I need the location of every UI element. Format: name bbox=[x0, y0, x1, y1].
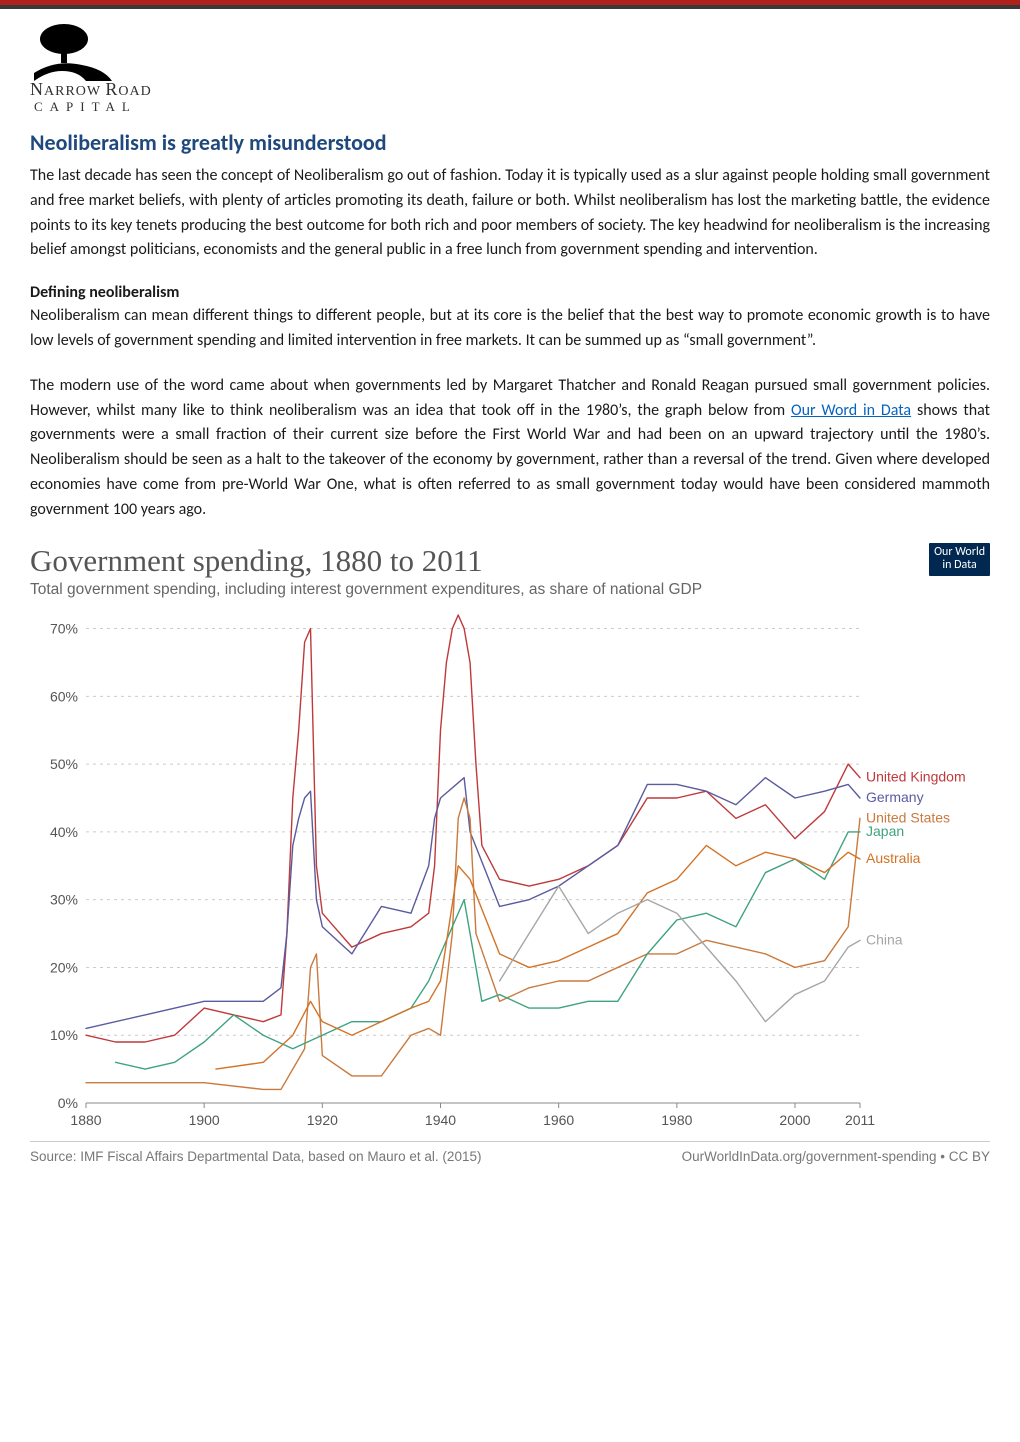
logo-text-line2: CAPITAL bbox=[34, 99, 137, 115]
svg-text:70%: 70% bbox=[50, 620, 78, 636]
page-content: NARROW ROAD CAPITAL Neoliberalism is gre… bbox=[0, 9, 1020, 1194]
chart-source: Source: IMF Fiscal Affairs Departmental … bbox=[30, 1149, 481, 1164]
svg-text:60%: 60% bbox=[50, 688, 78, 704]
logo-tree-icon bbox=[34, 23, 112, 81]
svg-text:50%: 50% bbox=[50, 756, 78, 772]
svg-text:10%: 10% bbox=[50, 1027, 78, 1043]
svg-text:1920: 1920 bbox=[307, 1112, 338, 1128]
paragraph-1: The last decade has seen the concept of … bbox=[30, 164, 990, 263]
chart-subtitle: Total government spending, including int… bbox=[30, 581, 990, 599]
svg-text:Japan: Japan bbox=[866, 822, 904, 838]
chart-container: Government spending, 1880 to 2011 Our Wo… bbox=[30, 543, 990, 1164]
svg-text:40%: 40% bbox=[50, 823, 78, 839]
svg-text:30%: 30% bbox=[50, 891, 78, 907]
chart-attribution: OurWorldInData.org/government-spending •… bbox=[682, 1149, 990, 1164]
chart-title: Government spending, 1880 to 2011 bbox=[30, 543, 483, 579]
svg-text:Australia: Australia bbox=[866, 850, 921, 866]
top-accent-bar bbox=[0, 0, 1020, 9]
paragraph-3: The modern use of the word came about wh… bbox=[30, 374, 990, 523]
owid-link[interactable]: Our Word in Data bbox=[791, 401, 911, 420]
logo: NARROW ROAD CAPITAL bbox=[30, 23, 990, 115]
svg-text:1940: 1940 bbox=[425, 1112, 456, 1128]
svg-text:1980: 1980 bbox=[661, 1112, 692, 1128]
subheading: Defining neoliberalism bbox=[30, 283, 990, 302]
svg-text:0%: 0% bbox=[58, 1095, 78, 1111]
svg-text:2011: 2011 bbox=[845, 1112, 875, 1128]
paragraph-2: Neoliberalism can mean different things … bbox=[30, 304, 990, 354]
svg-text:Germany: Germany bbox=[866, 789, 924, 805]
article-title: Neoliberalism is greatly misunderstood bbox=[30, 129, 990, 156]
logo-text-line1: NARROW ROAD bbox=[30, 79, 152, 100]
owid-badge: Our Worldin Data bbox=[929, 543, 990, 577]
svg-text:2000: 2000 bbox=[779, 1112, 810, 1128]
svg-text:1880: 1880 bbox=[70, 1112, 101, 1128]
svg-text:China: China bbox=[866, 931, 903, 947]
svg-text:United Kingdom: United Kingdom bbox=[866, 768, 966, 784]
svg-text:1900: 1900 bbox=[189, 1112, 220, 1128]
chart-svg: 0% 10% 20% 30% 40% 50% 60% 70% 1880 1900 1920 1940 1… bbox=[30, 607, 990, 1137]
svg-text:20%: 20% bbox=[50, 959, 78, 975]
chart-plot-area: 0% 10% 20% 30% 40% 50% 60% 70% 1880 1900 1920 1940 1… bbox=[30, 607, 990, 1137]
svg-text:1960: 1960 bbox=[543, 1112, 574, 1128]
